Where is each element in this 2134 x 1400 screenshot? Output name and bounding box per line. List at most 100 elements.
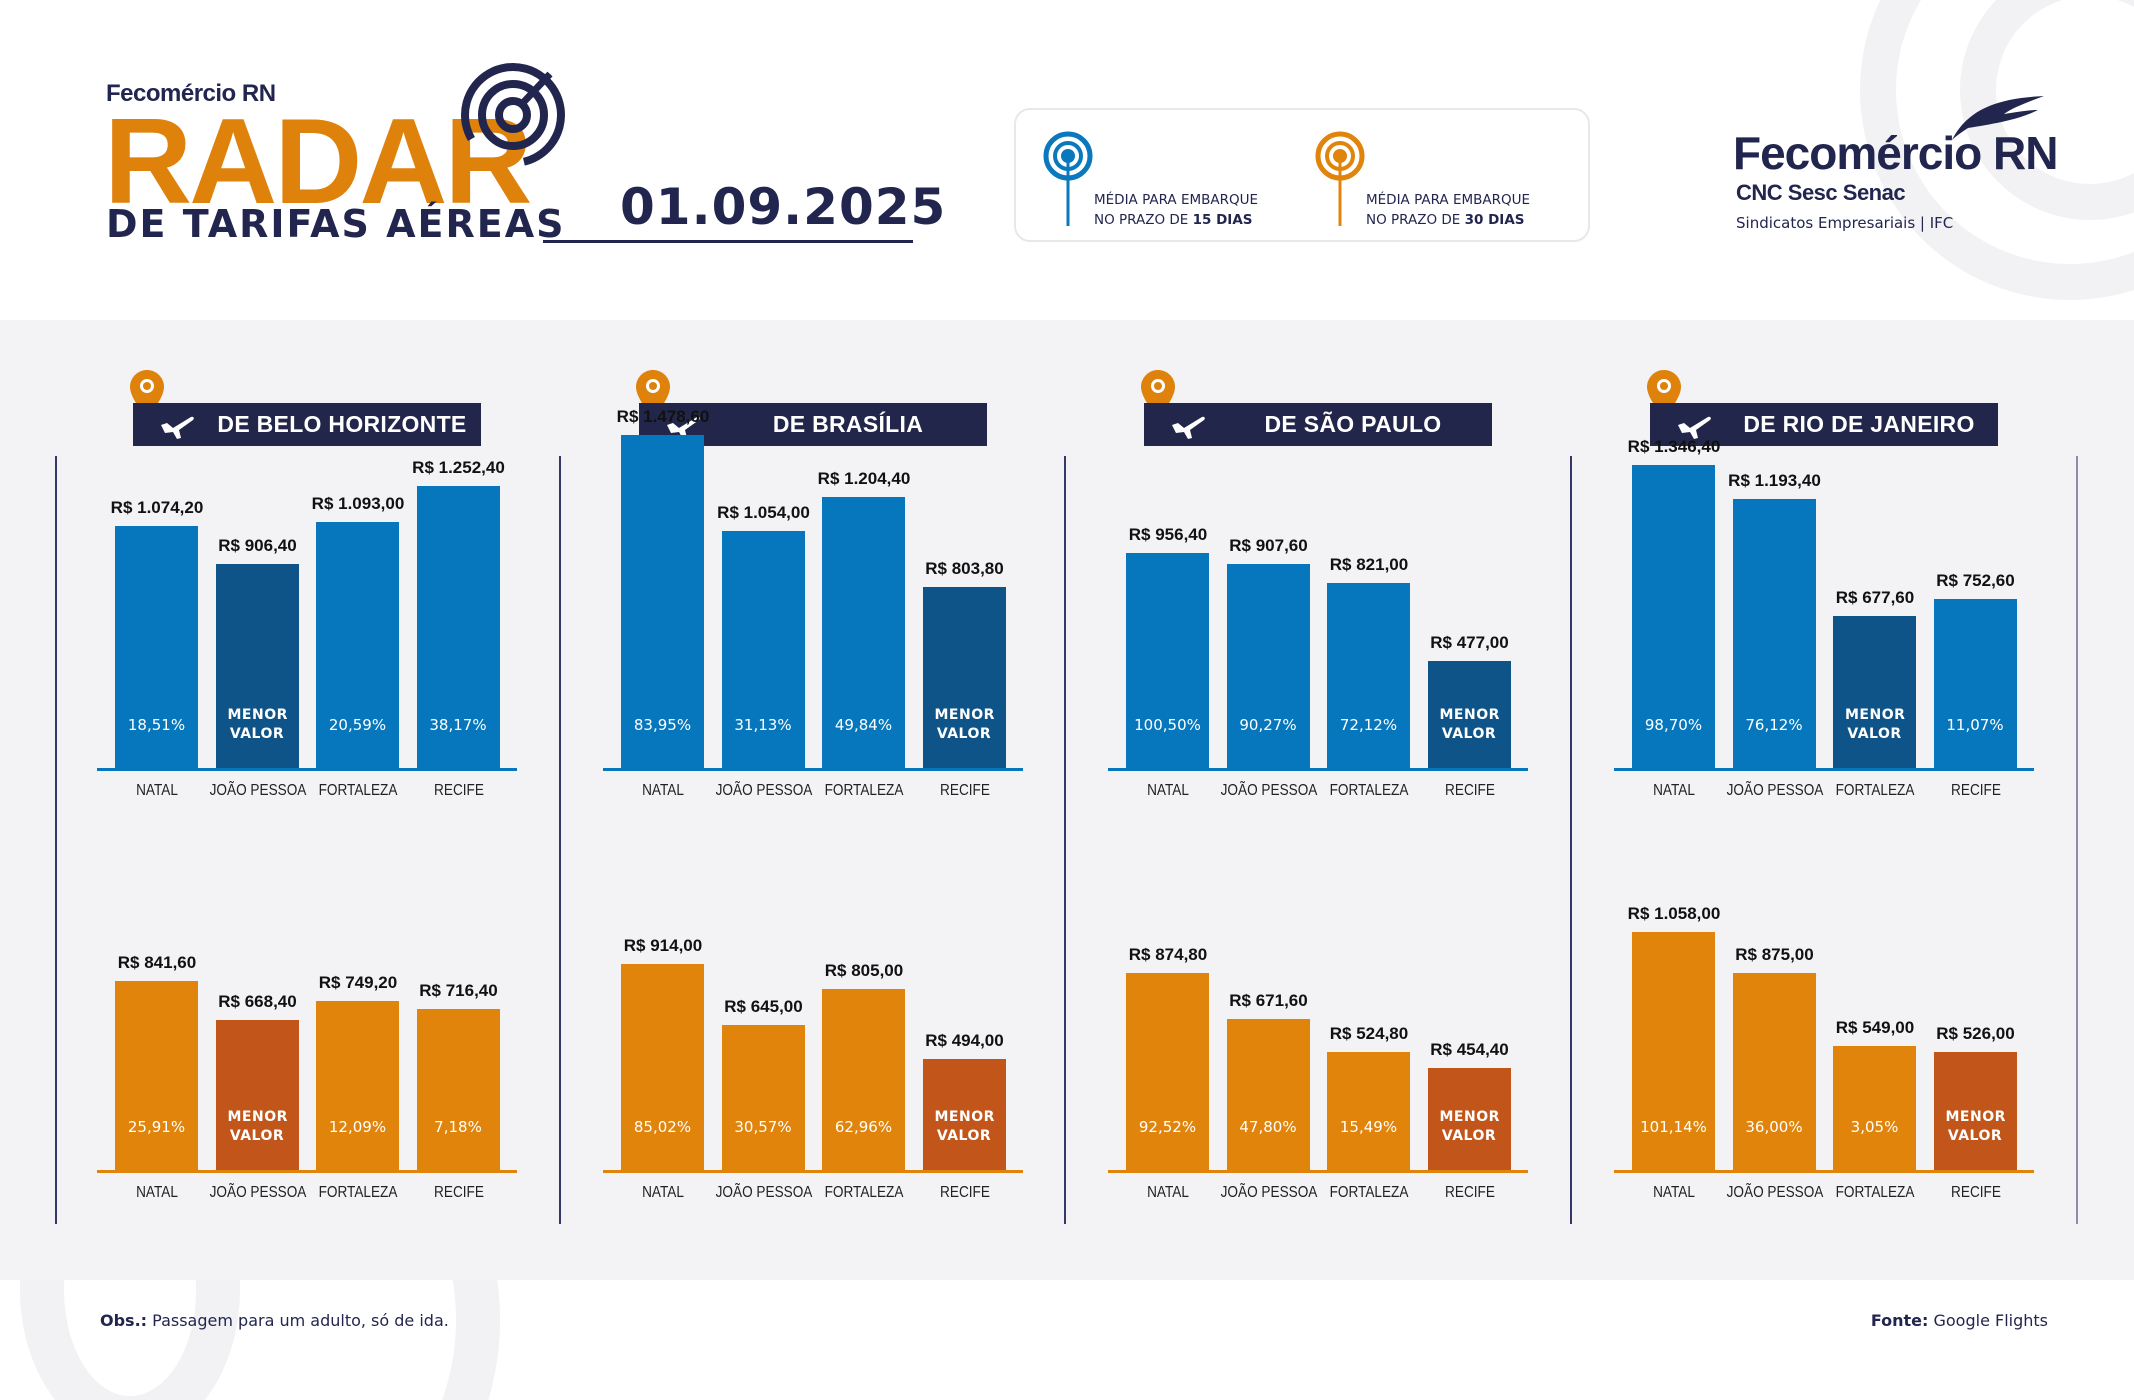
- lowest-value-label: MENOR VALOR: [227, 1109, 288, 1144]
- brand-logo: Fecomércio RN: [1733, 127, 2058, 179]
- percent-label: 83,95%: [633, 716, 692, 734]
- header: Fecomércio RN RADAR DE TARIFAS AÉREAS 01…: [0, 0, 2134, 320]
- bar: [1732, 973, 1816, 1170]
- price-label: R$ 668,40: [218, 991, 297, 1011]
- legend-period: 30 DIAS: [1464, 212, 1525, 228]
- price-label: R$ 454,40: [1430, 1039, 1509, 1059]
- category-label: RECIFE: [939, 1184, 990, 1201]
- footer: [0, 1280, 2134, 1400]
- bar: [1327, 1051, 1410, 1170]
- source-text: Google Flights: [1928, 1311, 2048, 1330]
- category-label: FORTALEZA: [318, 782, 398, 799]
- category-label: JOÃO PESSOA: [1220, 1184, 1317, 1201]
- price-label: R$ 494,00: [925, 1030, 1004, 1050]
- category-label: NATAL: [1653, 782, 1695, 799]
- radar-signal-icon: [1043, 131, 1093, 226]
- price-label: R$ 645,00: [724, 996, 803, 1016]
- radar-subtitle: DE TARIFAS AÉREAS: [106, 202, 566, 246]
- panel-title: DE BELO HORIZONTE: [133, 403, 481, 446]
- percent-label: 72,12%: [1339, 716, 1398, 734]
- chart-panel: DE BELO HORIZONTE R$ 1.074,20 18,51% NATAL R…: [55, 360, 561, 1230]
- axis-baseline: [603, 1170, 1023, 1173]
- price-label: R$ 526,00: [1936, 1023, 2015, 1043]
- price-label: R$ 716,40: [419, 980, 498, 1000]
- bar: [1226, 563, 1310, 768]
- percent-label: 20,59%: [328, 716, 387, 734]
- price-label: R$ 524,80: [1329, 1023, 1409, 1043]
- bar: [316, 1001, 399, 1170]
- price-label: R$ 1.346,40: [1627, 437, 1721, 457]
- percent-label: 7,18%: [434, 1118, 482, 1136]
- decorative-arc: [0, 1280, 500, 1400]
- category-label: JOÃO PESSOA: [715, 1184, 812, 1201]
- panel-divider: [1570, 456, 1572, 1224]
- bar: [115, 980, 198, 1170]
- airplane-icon: [1172, 416, 1205, 439]
- percent-label: 92,52%: [1138, 1118, 1197, 1136]
- bar: [1327, 583, 1410, 768]
- bar: [416, 1008, 500, 1170]
- percent-label: 76,12%: [1745, 716, 1803, 734]
- category-label: FORTALEZA: [1835, 782, 1915, 799]
- panel-divider: [1064, 456, 1066, 1224]
- panel-divider: [2076, 456, 2078, 1224]
- bar-lowest: [215, 564, 299, 768]
- price-label: R$ 1.478,60: [616, 407, 710, 427]
- legend-text: MÉDIA PARA EMBARQUE NO PRAZO DE 15 DIAS: [1094, 190, 1258, 230]
- price-label: R$ 803,80: [925, 559, 1004, 579]
- category-label: JOÃO PESSOA: [1220, 782, 1317, 799]
- price-label: R$ 677,60: [1835, 587, 1915, 607]
- bar: [721, 530, 805, 768]
- panel-title: DE SÃO PAULO: [1144, 403, 1492, 446]
- axis-baseline: [1614, 768, 2034, 771]
- price-label: R$ 805,00: [824, 960, 904, 980]
- bar-lowest: [215, 1019, 299, 1170]
- legend: MÉDIA PARA EMBARQUE NO PRAZO DE 15 DIAS …: [1014, 108, 1590, 242]
- category-label: RECIFE: [1950, 782, 2001, 799]
- panel-title-text: DE BELO HORIZONTE: [217, 411, 467, 437]
- category-label: FORTALEZA: [1329, 782, 1409, 799]
- bar: [115, 526, 198, 768]
- price-label: R$ 749,20: [318, 973, 398, 993]
- category-label: JOÃO PESSOA: [715, 782, 812, 799]
- percent-label: 49,84%: [834, 716, 893, 734]
- price-label: R$ 875,00: [1735, 945, 1814, 965]
- airplane-icon: [667, 416, 700, 439]
- percent-label: 101,14%: [1640, 1118, 1707, 1136]
- bar: [1732, 499, 1816, 768]
- bar: [1833, 1046, 1916, 1170]
- percent-label: 62,96%: [834, 1118, 893, 1136]
- percent-label: 11,07%: [1946, 716, 2004, 734]
- percent-label: 31,13%: [734, 716, 792, 734]
- percent-label: 85,02%: [633, 1118, 692, 1136]
- axis-baseline: [1108, 768, 1528, 771]
- panel-divider: [55, 456, 57, 1224]
- panel-title-text: DE RIO DE JANEIRO: [1743, 411, 1975, 437]
- category-label: NATAL: [642, 782, 684, 799]
- price-label: R$ 1.193,40: [1728, 471, 1821, 491]
- price-label: R$ 752,60: [1936, 570, 2015, 590]
- percent-label: 90,27%: [1239, 716, 1297, 734]
- category-label: JOÃO PESSOA: [1726, 1184, 1823, 1201]
- feather-logo-icon: [1952, 96, 2044, 140]
- bar-lowest: [922, 1058, 1006, 1170]
- brand-logo-small: Fecomércio RN: [106, 80, 276, 107]
- percent-label: 47,80%: [1239, 1118, 1297, 1136]
- category-label: NATAL: [1653, 1184, 1695, 1201]
- legend-line2: NO PRAZO DE: [1366, 212, 1465, 228]
- legend-text: MÉDIA PARA EMBARQUE NO PRAZO DE 30 DIAS: [1366, 190, 1530, 230]
- bar: [721, 1024, 805, 1170]
- category-label: JOÃO PESSOA: [209, 782, 306, 799]
- price-label: R$ 874,80: [1128, 945, 1208, 965]
- chart-panel: DE SÃO PAULO R$ 956,40 100,50% NATAL R$ 907,…: [1064, 360, 1572, 1230]
- airplane-icon: [161, 416, 194, 439]
- percent-label: 3,05%: [1850, 1118, 1899, 1136]
- category-label: JOÃO PESSOA: [1726, 782, 1823, 799]
- percent-label: 98,70%: [1644, 716, 1703, 734]
- category-label: JOÃO PESSOA: [209, 1184, 306, 1201]
- bar: [621, 964, 704, 1170]
- percent-label: 25,91%: [127, 1118, 186, 1136]
- airplane-icon: [1678, 416, 1711, 439]
- lowest-value-label: MENOR VALOR: [1439, 707, 1500, 742]
- legend-line1: MÉDIA PARA EMBARQUE: [1094, 192, 1259, 208]
